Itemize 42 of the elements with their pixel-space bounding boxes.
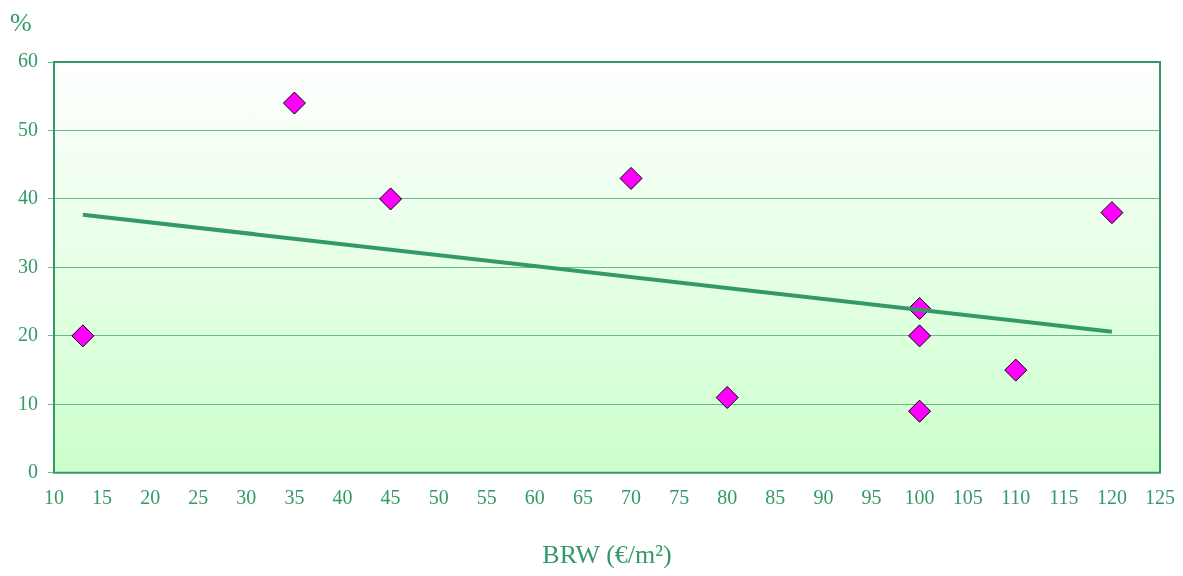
- point: [71, 324, 95, 348]
- x-tick-label: 80: [717, 486, 738, 509]
- x-tick-label: 125: [1145, 486, 1175, 509]
- x-tick-label: 90: [813, 486, 834, 509]
- point: [379, 187, 403, 211]
- point: [908, 399, 932, 423]
- point: [908, 324, 932, 348]
- x-tick-label: 50: [428, 486, 449, 509]
- y-tick-label: 10: [18, 391, 38, 414]
- x-tick-label: 15: [92, 486, 113, 509]
- x-tick-label: 120: [1096, 486, 1127, 509]
- x-tick-label: 30: [236, 486, 257, 509]
- x-tick-label: 20: [140, 486, 161, 509]
- x-tick-label: 100: [904, 486, 935, 509]
- x-tick-label: 40: [332, 486, 353, 509]
- x-tick-label: 45: [380, 486, 401, 509]
- x-tick-label: 105: [952, 486, 983, 509]
- y-tick-label: 40: [18, 186, 38, 209]
- x-tick-label: 60: [524, 486, 545, 509]
- x-axis-title: BRW (€/m²): [542, 540, 672, 570]
- x-tick-label: 75: [669, 486, 690, 509]
- y-tick-label: 20: [18, 323, 38, 346]
- x-tick-label: 115: [1049, 486, 1079, 509]
- y-tick-label: 30: [18, 254, 38, 277]
- y-tick-label: 60: [18, 49, 38, 72]
- y-tick-label: 0: [28, 460, 38, 483]
- x-tick-label: 25: [188, 486, 209, 509]
- point: [1004, 358, 1028, 382]
- x-tick-label: 10: [44, 486, 64, 509]
- x-tick-label: 65: [572, 486, 593, 509]
- x-tick-label: 95: [861, 486, 882, 509]
- point: [282, 91, 306, 115]
- point: [619, 166, 643, 190]
- x-tick-label: 110: [1001, 486, 1031, 509]
- y-axis-title: %: [10, 8, 32, 38]
- y-tick-label: 50: [18, 117, 38, 140]
- x-tick-label: 85: [765, 486, 786, 509]
- point: [1100, 201, 1124, 225]
- x-tick-label: 35: [284, 486, 305, 509]
- x-tick-label: 55: [476, 486, 497, 509]
- x-tick-label: 70: [621, 486, 642, 509]
- point: [715, 385, 739, 409]
